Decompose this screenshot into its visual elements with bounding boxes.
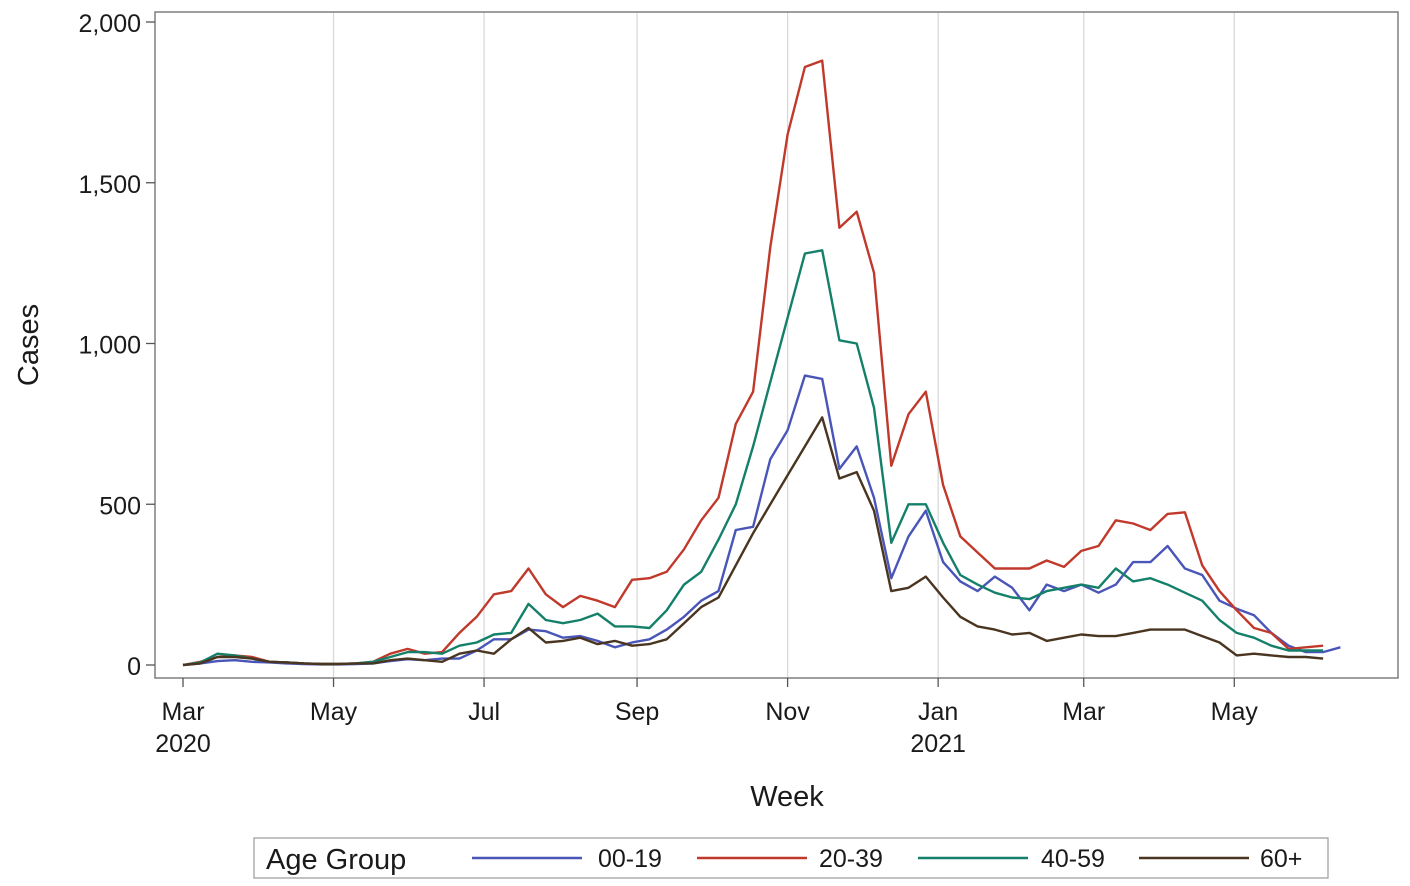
x-tick-label: Sep (615, 698, 659, 726)
y-tick-label: 500 (99, 492, 141, 520)
x-axis-label: Week (750, 781, 824, 813)
legend-label-60+: 60+ (1260, 845, 1302, 873)
legend-items: 00-19 20-39 40-59 60+ (472, 845, 1302, 873)
x-tick-label: Jul (468, 698, 500, 726)
y-axis-label: Cases (13, 304, 45, 386)
legend-frame (253, 837, 1329, 879)
legend: Age Group 00-19 20-39 40-59 60+ (253, 837, 1329, 879)
y-tick-label: 1,000 (78, 332, 141, 360)
x-tick-label: May (1211, 698, 1259, 726)
y-axis: 0 500 1,000 1,500 2,000 (78, 10, 155, 681)
legend-title: Age Group (266, 844, 406, 876)
y-tick-label: 0 (127, 653, 141, 681)
y-tick-label: 2,000 (78, 10, 141, 38)
x-tick-year-label: 2020 (155, 730, 211, 758)
x-tick-label: Jan (918, 698, 958, 726)
x-tick-label: Nov (765, 698, 810, 726)
series-line-40-59 (182, 249, 1324, 667)
series-lines (182, 59, 1341, 667)
y-tick-label: 1,500 (78, 171, 141, 199)
gridlines (332, 12, 1235, 678)
plot-frame (154, 11, 1399, 679)
x-axis: Mar 2020 May Jul Sep Nov Jan 2021 Mar May (155, 678, 1258, 758)
legend-label-40-59: 40-59 (1041, 845, 1105, 873)
series-line-60+ (182, 416, 1324, 667)
legend-label-00-19: 00-19 (598, 845, 662, 873)
legend-label-20-39: 20-39 (819, 845, 883, 873)
x-tick-label: Mar (1062, 698, 1105, 726)
x-tick-label: May (310, 698, 358, 726)
series-line-20-39 (182, 59, 1324, 667)
x-tick-year-label: 2021 (910, 730, 966, 758)
x-tick-label: Mar (161, 698, 204, 726)
